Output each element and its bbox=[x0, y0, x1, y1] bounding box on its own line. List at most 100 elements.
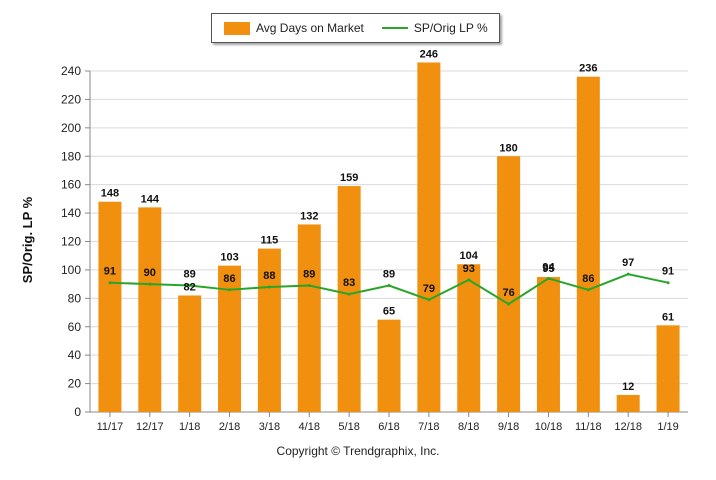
bar-value-label: 236 bbox=[579, 63, 597, 75]
y-tick-label: 0 bbox=[74, 405, 81, 419]
x-tick-label: 12/18 bbox=[614, 421, 642, 433]
bar-value-label: 132 bbox=[300, 210, 318, 222]
line-value-label: 88 bbox=[263, 270, 275, 282]
y-tick-label: 220 bbox=[61, 92, 81, 106]
bar bbox=[377, 319, 401, 412]
bar-value-label: 148 bbox=[101, 188, 119, 200]
x-tick-label: 4/18 bbox=[299, 421, 320, 433]
bar bbox=[616, 394, 640, 412]
bar-value-label: 115 bbox=[261, 235, 279, 247]
line-point bbox=[228, 288, 232, 292]
bar bbox=[417, 62, 441, 412]
bar bbox=[257, 248, 281, 412]
line-series bbox=[108, 272, 670, 306]
legend-bar-swatch bbox=[224, 21, 250, 35]
bar bbox=[138, 207, 162, 412]
y-tick-label: 160 bbox=[61, 178, 81, 192]
line-point bbox=[626, 272, 630, 276]
bar bbox=[497, 156, 521, 412]
line-point bbox=[387, 284, 391, 288]
line-value-label: 83 bbox=[343, 277, 355, 289]
line-value-label: 86 bbox=[582, 273, 594, 285]
bar-value-label: 65 bbox=[383, 306, 395, 318]
bar bbox=[576, 76, 600, 412]
line-value-label: 89 bbox=[184, 269, 196, 281]
bar-value-label: 104 bbox=[460, 250, 479, 262]
line-point bbox=[148, 282, 152, 286]
bar bbox=[656, 325, 680, 412]
line-value-label: 91 bbox=[662, 266, 674, 278]
y-tick-label: 80 bbox=[68, 291, 82, 305]
x-tick-label: 1/19 bbox=[657, 421, 678, 433]
x-tick-label: 7/18 bbox=[418, 421, 439, 433]
line-point bbox=[666, 281, 670, 285]
y-tick-label: 240 bbox=[61, 64, 81, 78]
line-point bbox=[188, 284, 192, 288]
line-point bbox=[586, 288, 590, 292]
line-value-label: 89 bbox=[303, 269, 315, 281]
line-value-label: 90 bbox=[144, 267, 156, 279]
line-point bbox=[507, 302, 511, 306]
y-tick-label: 120 bbox=[61, 235, 81, 249]
line-point bbox=[267, 285, 271, 289]
bar-value-label: 95 bbox=[542, 263, 554, 275]
x-tick-label: 3/18 bbox=[259, 421, 280, 433]
bar bbox=[297, 224, 321, 412]
y-tick-label: 20 bbox=[68, 377, 82, 391]
bar bbox=[218, 265, 242, 412]
y-axis-label: SP/Orig. LP % bbox=[20, 196, 35, 284]
y-tick-label: 60 bbox=[68, 320, 82, 334]
copyright-text: Copyright © Trendgraphix, Inc. bbox=[276, 444, 440, 458]
legend: Avg Days on Market SP/Orig LP % bbox=[211, 13, 500, 43]
bar-value-label: 144 bbox=[141, 193, 160, 205]
bar bbox=[337, 186, 361, 412]
line-point bbox=[108, 281, 112, 285]
legend-label-line: SP/Orig LP % bbox=[413, 21, 488, 35]
bar-value-label: 180 bbox=[499, 142, 517, 154]
line-point bbox=[546, 276, 550, 280]
line-point bbox=[307, 284, 311, 288]
x-tick-label: 12/17 bbox=[136, 421, 164, 433]
line-value-label: 89 bbox=[383, 269, 395, 281]
x-tick-label: 9/18 bbox=[498, 421, 519, 433]
line-value-label: 76 bbox=[502, 287, 514, 299]
x-tick-label: 6/18 bbox=[378, 421, 399, 433]
line-value-label: 93 bbox=[463, 263, 475, 275]
bar bbox=[98, 201, 122, 412]
bar bbox=[536, 277, 560, 412]
line-value-label: 94 bbox=[542, 261, 555, 273]
line-point bbox=[427, 298, 431, 302]
bar-value-label: 246 bbox=[420, 48, 438, 60]
x-tick-label: 2/18 bbox=[219, 421, 240, 433]
x-tick-label: 5/18 bbox=[338, 421, 359, 433]
y-tick-label: 200 bbox=[61, 121, 81, 135]
bar-value-label: 82 bbox=[184, 281, 196, 293]
legend-label-bar: Avg Days on Market bbox=[256, 21, 364, 35]
x-tick-label: 11/18 bbox=[575, 421, 602, 433]
y-tick-label: 140 bbox=[61, 206, 81, 220]
x-tick-label: 8/18 bbox=[458, 421, 479, 433]
bar-value-label: 12 bbox=[622, 381, 634, 393]
line-point bbox=[347, 292, 351, 296]
bar-value-label: 61 bbox=[662, 311, 674, 323]
x-axis: 11/17 12/17 1/18 2/18 3/18 4/18 5/18 6/18 7/18 8/… bbox=[90, 411, 688, 433]
y-tick-label: 100 bbox=[61, 263, 81, 277]
data-labels: 148 144 82 103 115 132 159 65 246 104 180 95 236 12 61… bbox=[101, 48, 674, 392]
bar bbox=[457, 264, 481, 412]
x-tick-label: 11/17 bbox=[97, 421, 124, 433]
legend-line-swatch bbox=[381, 27, 408, 29]
line-value-label: 79 bbox=[423, 283, 435, 295]
line-value-label: 97 bbox=[622, 257, 634, 269]
x-tick-label: 10/18 bbox=[535, 421, 563, 433]
line-value-label: 86 bbox=[223, 273, 235, 285]
y-tick-label: 180 bbox=[61, 149, 81, 163]
bar bbox=[178, 295, 202, 412]
line-value-label: 91 bbox=[104, 266, 116, 278]
x-tick-label: 1/18 bbox=[179, 421, 200, 433]
line-point bbox=[467, 278, 471, 282]
y-axis: 0 20 40 60 80 100 120 140 160 180 200 220 240 bbox=[61, 64, 91, 419]
bar-series bbox=[98, 62, 680, 412]
y-tick-label: 40 bbox=[68, 348, 82, 362]
bar-value-label: 159 bbox=[340, 172, 358, 184]
